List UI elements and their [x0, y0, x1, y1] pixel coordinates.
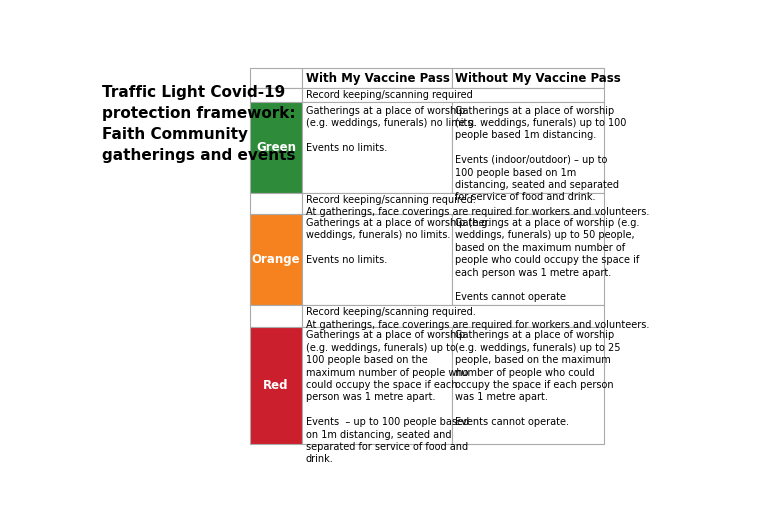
Text: Red: Red	[263, 379, 289, 392]
Bar	[303, 305, 604, 326]
Bar	[452, 102, 604, 193]
Text: Without My Vaccine Pass: Without My Vaccine Pass	[455, 71, 621, 85]
Bar	[303, 326, 452, 444]
Bar	[303, 214, 452, 305]
Text: Orange: Orange	[252, 253, 300, 266]
Text: Record keeping/scanning required.
At gatherings, face coverings are required for: Record keeping/scanning required. At gat…	[306, 307, 649, 329]
Text: Gatherings at a place of worship (e.g.
weddings, funerals) no limits.

Events no: Gatherings at a place of worship (e.g. w…	[306, 218, 490, 265]
Bar	[249, 88, 303, 102]
Text: Gatherings at a place of worship
(e.g. weddings, funerals) up to
100 people base: Gatherings at a place of worship (e.g. w…	[306, 331, 469, 465]
Text: Gatherings at a place of worship
(e.g. weddings, funerals) up to 25
people, base: Gatherings at a place of worship (e.g. w…	[455, 331, 621, 427]
Bar	[303, 193, 604, 214]
Text: Green: Green	[256, 141, 296, 154]
Text: Traffic Light Covid-19
protection framework:
Faith Community
gatherings and even: Traffic Light Covid-19 protection framew…	[102, 85, 296, 163]
Bar	[249, 214, 303, 305]
Bar	[249, 326, 303, 444]
Bar	[452, 326, 604, 444]
Text: With My Vaccine Pass: With My Vaccine Pass	[306, 71, 450, 85]
Bar	[249, 68, 303, 88]
Text: Gatherings at a place of worship
(e.g. weddings, funerals) no limits.

Events no: Gatherings at a place of worship (e.g. w…	[306, 105, 475, 153]
Bar	[452, 214, 604, 305]
Bar	[249, 193, 303, 214]
Bar	[452, 68, 604, 88]
Text: Gatherings at a place of worship
(e.g. weddings, funerals) up to 100
people base: Gatherings at a place of worship (e.g. w…	[455, 105, 627, 203]
Text: Record keeping/scanning required.
At gatherings, face coverings are required for: Record keeping/scanning required. At gat…	[306, 195, 649, 217]
Text: Gatherings at a place of worship (e.g.
weddings, funerals) up to 50 people,
base: Gatherings at a place of worship (e.g. w…	[455, 218, 639, 302]
Bar	[249, 102, 303, 193]
Bar	[249, 305, 303, 326]
Bar	[303, 68, 452, 88]
Bar	[303, 102, 452, 193]
Text: Record keeping/scanning required: Record keeping/scanning required	[306, 90, 472, 100]
Bar	[303, 88, 604, 102]
